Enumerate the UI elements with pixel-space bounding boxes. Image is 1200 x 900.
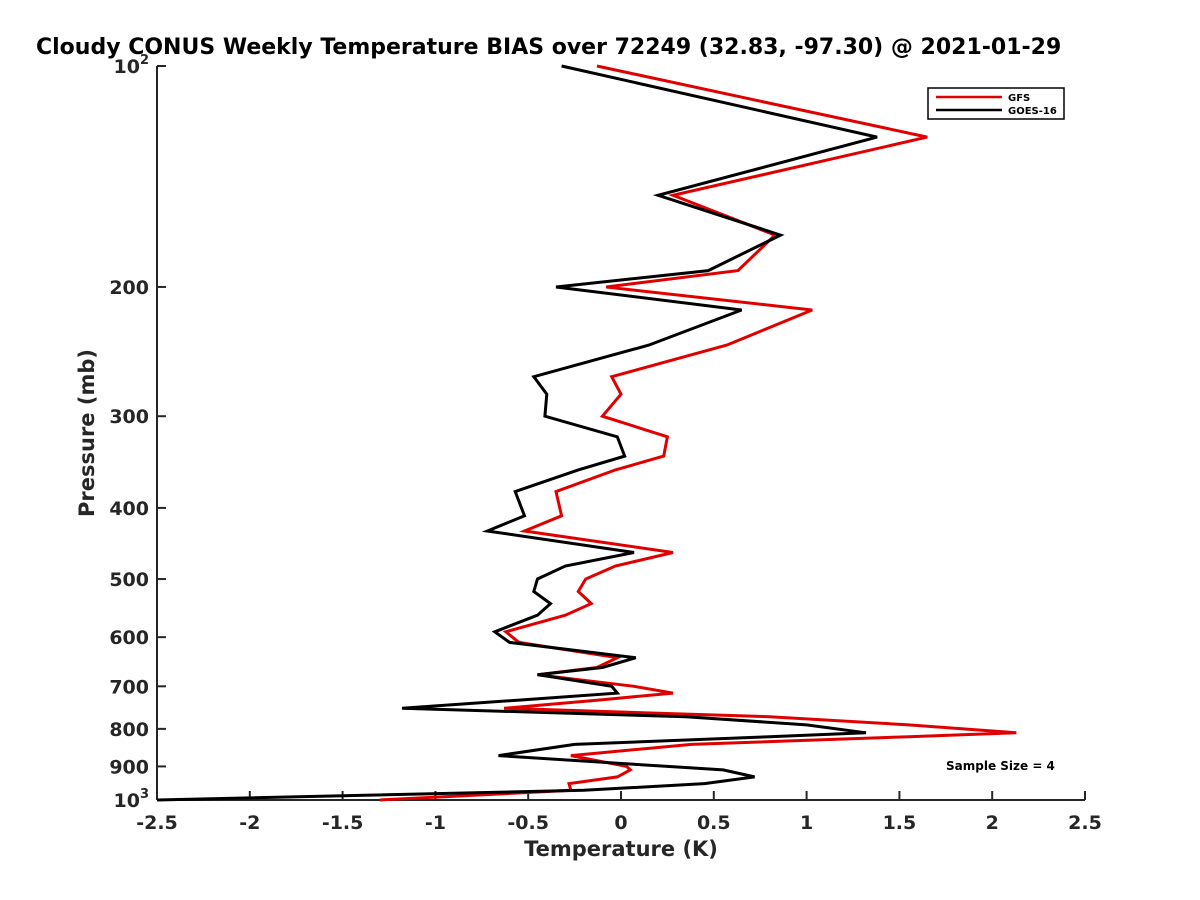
legend-label-gfs: GFS <box>1008 93 1030 104</box>
x-tick-label: 2 <box>986 812 999 834</box>
chart-title: Cloudy CONUS Weekly Temperature BIAS ove… <box>36 35 1061 60</box>
x-tick-label: -1 <box>425 812 446 834</box>
y-tick-label: 400 <box>109 498 149 520</box>
y-tick-label: 102 <box>114 53 150 78</box>
y-tick-label: 900 <box>109 756 149 778</box>
legend-label-goes16: GOES-16 <box>1008 106 1057 117</box>
legend: GFS GOES-16 <box>927 87 1065 120</box>
y-tick-label: 600 <box>109 627 149 649</box>
y-axis-label: Pressure (mb) <box>75 349 99 517</box>
series-lines <box>156 64 1017 802</box>
x-tick-label: 1.5 <box>883 812 917 834</box>
x-tick-label: 0 <box>614 812 627 834</box>
x-tick-label: -1.5 <box>322 812 364 834</box>
y-tick-label: 300 <box>109 406 149 428</box>
axes: -2.5 -2 -1.5 -1 -0.5 0 0.5 1 1.5 2 2.5 102 200 300 400… <box>109 53 1102 834</box>
x-tick-label: 0.5 <box>697 812 731 834</box>
x-axis-label: Temperature (K) <box>524 837 718 861</box>
x-tick-label: -2.5 <box>136 812 178 834</box>
series-line-goes16 <box>156 64 878 802</box>
legend-box <box>927 87 1065 120</box>
series-line-gfs <box>379 64 1017 802</box>
sample-size-annotation: Sample Size = 4 <box>946 759 1055 773</box>
y-tick-label: 500 <box>109 569 149 591</box>
x-tick-label: -0.5 <box>507 812 549 834</box>
y-tick-label: 700 <box>109 676 149 698</box>
y-tick-label: 103 <box>114 787 150 812</box>
y-tick-label: 200 <box>109 277 149 299</box>
x-tick-label: 2.5 <box>1068 812 1102 834</box>
x-tick-label: 1 <box>800 812 813 834</box>
y-tick-label: 800 <box>109 719 149 741</box>
x-tick-label: -2 <box>239 812 260 834</box>
